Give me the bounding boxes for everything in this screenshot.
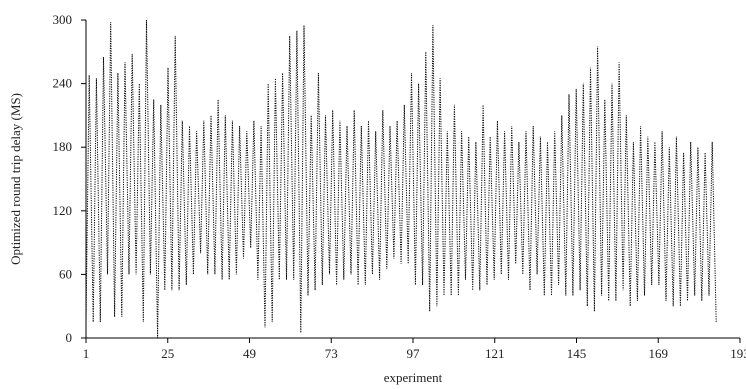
x-tick-label: 169 — [649, 346, 669, 361]
x-tick-label: 1 — [83, 346, 90, 361]
x-tick-label: 193 — [730, 346, 746, 361]
series-line — [85, 19, 717, 339]
y-tick-label: 120 — [53, 203, 73, 218]
y-tick-label: 0 — [66, 330, 73, 345]
y-tick-label: 60 — [59, 266, 72, 281]
x-tick-label: 97 — [407, 346, 421, 361]
y-ticks: 0 60 120 180 240 300 — [53, 12, 86, 345]
x-tick-label: 121 — [485, 346, 505, 361]
x-ticks: 1 25 49 73 97 121 145 169 193 — [83, 338, 746, 361]
x-axis-title: experiment — [384, 370, 443, 385]
x-tick-label: 145 — [567, 346, 587, 361]
x-tick-label: 73 — [325, 346, 338, 361]
y-tick-label: 180 — [53, 139, 73, 154]
y-tick-label: 300 — [53, 12, 73, 27]
x-tick-label: 49 — [243, 346, 256, 361]
x-tick-label: 25 — [161, 346, 174, 361]
y-tick-label: 240 — [53, 76, 73, 91]
y-axis-title: Optimized round trip delay (MS) — [8, 93, 23, 265]
